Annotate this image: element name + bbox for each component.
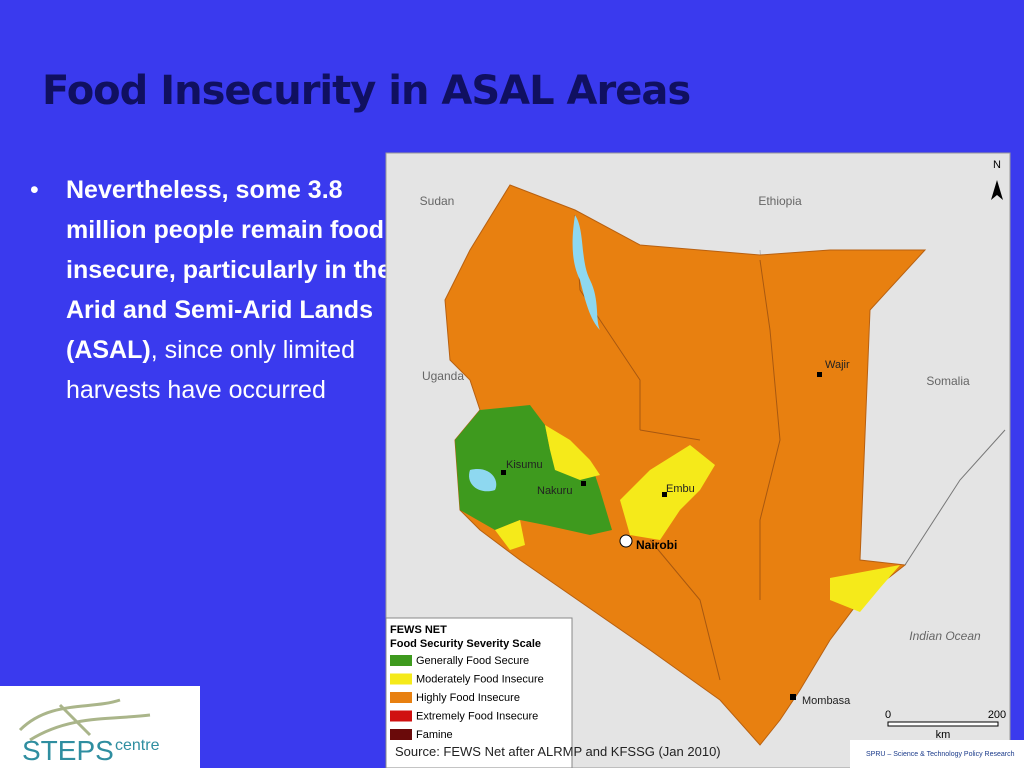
city-label: Kisumu [506,459,543,471]
bullet-bold: Nevertheless, some 3.8 million people re… [66,176,392,364]
lake-turkana [572,215,600,330]
zone-yellow-embu [620,445,715,540]
bullet-punct: , [150,336,158,364]
spru-logo: SPRU – Science & Technology Policy Resea… [866,751,1015,758]
scale-end: 200 [988,709,1006,721]
city-label: Nairobi [636,538,677,552]
bullet-dot: • [30,176,39,204]
city-label: Wajir [825,359,850,371]
country-label: Sudan [420,194,455,208]
city-label: Embu [666,483,695,495]
zone-yellow-west [495,520,525,550]
scale-start: 0 [885,709,891,721]
legend-label: Extremely Food Insecure [416,711,538,723]
legend: FEWS NET Food Security Severity Scale Ge… [385,617,573,768]
country-label: Somalia [926,374,970,388]
source-note: Source: FEWS Net after ALRMP and KFSSG (… [395,744,721,759]
legend-swatch [390,673,412,685]
city-label: Mombasa [802,695,851,707]
bullet-text: • Nevertheless, some 3.8 million people … [30,170,396,410]
zone-green [455,405,612,535]
steps-logo: STEPS [22,735,114,766]
steps-logo-sub: centre [115,737,160,754]
legend-label: Generally Food Secure [416,655,529,667]
legend-swatch [390,710,412,722]
country-label: Ethiopia [758,194,802,208]
zone-yellow-coast [830,565,900,612]
ocean-label: Indian Ocean [909,629,981,643]
legend-label: Moderately Food Insecure [416,674,544,686]
legend-swatch [390,692,412,703]
scale-unit: km [936,729,951,741]
north-label: N [993,159,1001,171]
slide-title: Food Insecurity in ASAL Areas [42,68,691,114]
legend-swatch [390,729,412,740]
legend-title: FEWS NET [390,624,447,636]
legend-swatch [390,655,412,666]
bullet-rest: since only limited harvests have occurre… [66,336,355,404]
legend-label: Highly Food Insecure [416,692,520,704]
city-label: Nakuru [537,485,572,497]
legend-subtitle: Food Security Severity Scale [390,638,541,650]
country-label: Uganda [422,369,464,383]
legend-label: Famine [416,729,453,741]
zone-yellow-nakuru [545,425,600,480]
